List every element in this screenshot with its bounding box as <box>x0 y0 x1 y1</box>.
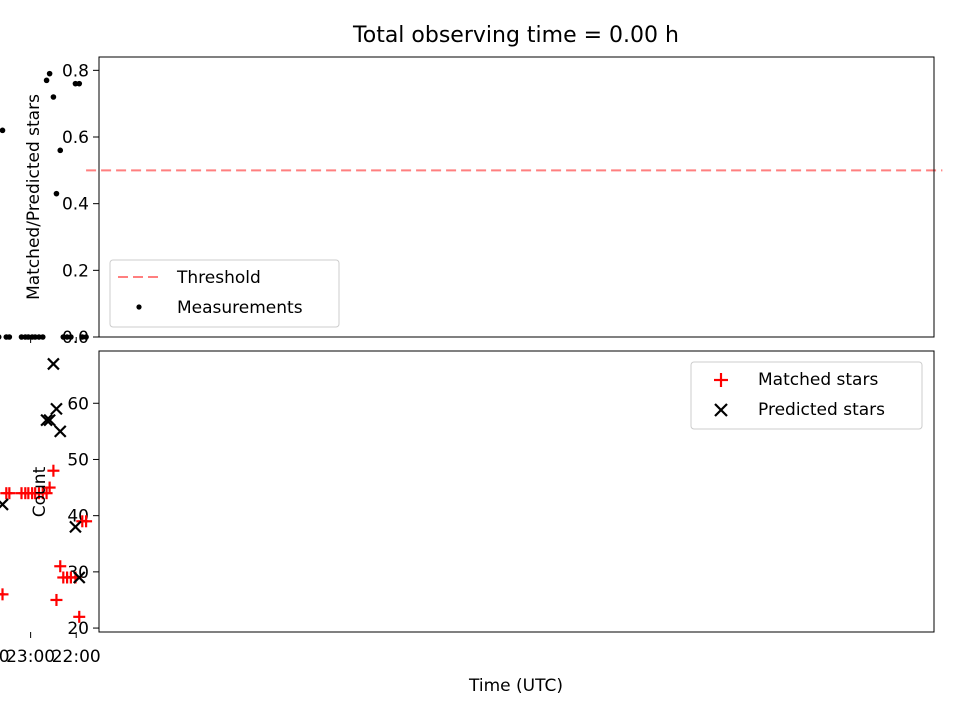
bottom-y-tick-label: 60 <box>67 394 89 414</box>
top-y-tick-label: 0.4 <box>62 195 89 215</box>
bottom-legend: Matched stars Predicted stars <box>690 361 923 430</box>
legend-matched-swatch <box>714 373 728 387</box>
measurement-point <box>3 334 10 340</box>
predicted-star-point <box>40 413 53 427</box>
measurement-point <box>57 147 64 154</box>
top-y-tick-label: 0.2 <box>62 261 89 281</box>
measurement-point <box>60 334 67 340</box>
predicted-star-point <box>53 425 67 438</box>
matched-stars-points <box>0 464 93 623</box>
matched-star-point <box>57 571 70 584</box>
predicted-star-point <box>47 357 60 371</box>
bottom-y-tick-label: 50 <box>67 450 89 470</box>
x-tick-label: 23:00 <box>6 647 55 667</box>
matched-star-point <box>73 610 86 623</box>
measurement-point <box>50 94 57 100</box>
legend-threshold-label: Threshold <box>176 268 261 288</box>
measurement-point <box>43 77 50 84</box>
top-y-axis-label: Matched/Predicted stars <box>24 94 44 300</box>
measurement-point <box>18 334 25 340</box>
matched-star-point <box>0 593 5 596</box>
predicted-star-point <box>50 402 63 416</box>
measurement-point <box>79 334 86 340</box>
x-tick-label: 22:00 <box>52 647 101 667</box>
bottom-y-axis-label: Count <box>30 466 50 517</box>
top-y-ticks: 0.0 0.2 0.4 0.6 0.8 <box>62 61 99 348</box>
matched-star-point <box>15 487 28 500</box>
x-axis-label: Time (UTC) <box>468 676 563 696</box>
measurement-point <box>53 190 60 197</box>
legend-predicted-swatch <box>714 403 728 417</box>
predicted-star-point <box>43 413 56 427</box>
top-y-tick-label: 0.8 <box>62 61 89 81</box>
predicted-star-point <box>72 571 86 584</box>
top-panel: 0.00.20.40.60.8 Matched/Predicted stars … <box>0 56 943 348</box>
x-tick-label: 00:00 <box>0 647 10 667</box>
chart-title: Total observing time = 0.00 h <box>352 23 679 48</box>
measurement-point <box>46 70 53 77</box>
matched-star-point <box>47 464 60 477</box>
predicted-stars-points <box>0 357 86 584</box>
predicted-star-point <box>0 498 9 511</box>
legend-predicted-label: Predicted stars <box>758 400 885 420</box>
matched-star-point <box>76 515 89 528</box>
legend-measurements-label: Measurements <box>177 298 303 318</box>
measurement-point <box>0 334 2 340</box>
predicted-star-point <box>69 520 82 534</box>
bottom-y-tick-label: 20 <box>67 619 89 639</box>
legend-matched-label: Matched stars <box>758 370 878 390</box>
bottom-axes-frame <box>98 350 935 633</box>
measurement-point <box>0 127 6 134</box>
measurement-points <box>0 70 89 340</box>
bottom-legend-box <box>690 361 923 430</box>
matched-star-point <box>50 593 63 606</box>
legend-measurements-swatch <box>136 304 142 310</box>
top-legend: Threshold Measurements <box>109 259 340 328</box>
matched-star-point <box>0 487 13 500</box>
top-axes-frame <box>98 56 935 338</box>
top-y-tick-label: 0.6 <box>62 128 89 148</box>
matched-star-point <box>54 560 67 573</box>
top-y-tick-label: 0.0 <box>62 328 89 348</box>
measurement-point <box>72 80 79 87</box>
top-legend-box <box>109 259 340 328</box>
